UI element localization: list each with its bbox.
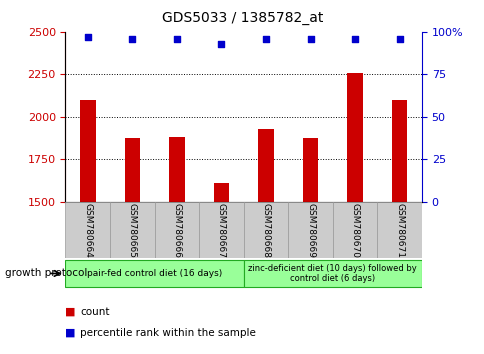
Point	[261, 36, 269, 41]
Bar	[302, 138, 318, 202]
Point	[395, 36, 403, 41]
Bar	[80, 100, 95, 202]
Bar	[257, 129, 273, 202]
Bar	[124, 138, 140, 202]
Text: ■: ■	[65, 307, 76, 316]
Text: GSM780668: GSM780668	[261, 202, 270, 258]
Bar	[213, 183, 229, 202]
Text: GDS5033 / 1385782_at: GDS5033 / 1385782_at	[162, 11, 322, 25]
Bar	[154, 202, 199, 258]
Text: GSM780670: GSM780670	[350, 202, 359, 258]
Bar	[391, 100, 407, 202]
Text: count: count	[80, 307, 109, 316]
Point	[173, 36, 181, 41]
Bar	[243, 260, 421, 287]
Point	[350, 36, 358, 41]
Point	[217, 41, 225, 47]
Point	[128, 36, 136, 41]
Text: GSM780664: GSM780664	[83, 202, 92, 258]
Text: ■: ■	[65, 328, 76, 338]
Bar	[332, 202, 377, 258]
Text: pair-fed control diet (16 days): pair-fed control diet (16 days)	[87, 269, 222, 278]
Bar	[65, 202, 110, 258]
Text: GSM780665: GSM780665	[128, 202, 136, 258]
Bar	[377, 202, 421, 258]
Text: GSM780671: GSM780671	[394, 202, 403, 258]
Bar	[243, 202, 287, 258]
Point	[306, 36, 314, 41]
Bar	[199, 202, 243, 258]
Text: percentile rank within the sample: percentile rank within the sample	[80, 328, 256, 338]
Bar	[65, 260, 243, 287]
Point	[84, 34, 91, 40]
Text: growth protocol: growth protocol	[5, 268, 87, 279]
Text: zinc-deficient diet (10 days) followed by
control diet (6 days): zinc-deficient diet (10 days) followed b…	[248, 264, 416, 283]
Text: GSM780666: GSM780666	[172, 202, 181, 258]
Bar	[110, 202, 154, 258]
Text: GSM780669: GSM780669	[305, 202, 315, 258]
Text: GSM780667: GSM780667	[216, 202, 226, 258]
Bar	[287, 202, 332, 258]
Bar	[347, 74, 362, 202]
Bar	[169, 137, 184, 202]
